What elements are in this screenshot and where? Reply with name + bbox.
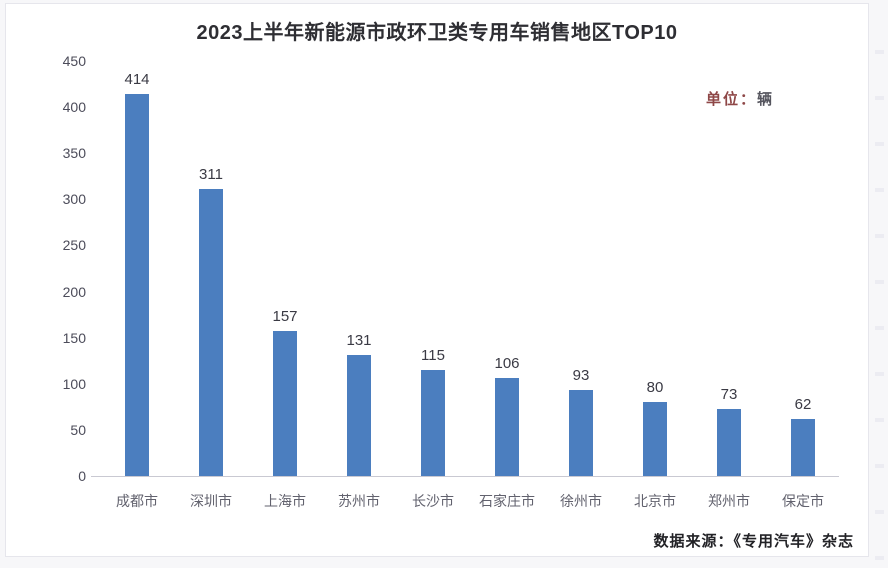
unit-label: 单位：辆 [706, 88, 774, 109]
x-axis-category-label: 成都市 [116, 493, 158, 509]
bar-value-label: 311 [199, 166, 223, 184]
y-axis-tick-label: 300 [62, 191, 86, 208]
bar [495, 378, 519, 476]
y-axis-tick-label: 0 [78, 468, 86, 484]
x-axis-category-label: 北京市 [634, 493, 676, 509]
page-edge-strip [875, 8, 884, 560]
bar-value-label: 62 [794, 395, 812, 413]
x-axis-category-label: 苏州市 [338, 493, 380, 509]
x-axis-category-label: 郑州市 [708, 493, 750, 509]
bar [125, 94, 149, 476]
bar [347, 355, 371, 476]
x-axis-category-label: 保定市 [782, 493, 824, 509]
x-axis-category-label: 徐州市 [560, 493, 602, 509]
x-axis-category-label: 上海市 [264, 493, 306, 509]
chart-card: 2023上半年新能源市政环卫类专用车销售地区TOP10 单位：辆 0 50 100 1… [5, 3, 869, 557]
bar-value-label: 106 [494, 355, 520, 373]
y-axis-tick-label: 450 [62, 53, 86, 69]
bar-value-label: 93 [572, 367, 590, 385]
data-source-note: 数据来源：《专用汽车》杂志 [653, 533, 854, 550]
bar [717, 408, 741, 476]
unit-prefix: 单位： [706, 91, 758, 108]
bar-value-label: 131 [346, 332, 372, 350]
y-axis-tick-label: 350 [62, 145, 86, 162]
y-axis-tick-label: 400 [62, 99, 86, 116]
bar [199, 189, 223, 476]
bar-value-label: 157 [272, 308, 298, 326]
x-axis-category-label: 石家庄市 [479, 493, 535, 509]
bar [421, 369, 445, 476]
bar [569, 390, 593, 476]
unit-value: 辆 [757, 91, 775, 108]
bar [791, 418, 815, 476]
chart-title: 2023上半年新能源市政环卫类专用车销售地区TOP10 [196, 22, 678, 44]
bar [273, 331, 297, 476]
bar-value-label: 115 [421, 346, 445, 364]
bar-value-label: 414 [124, 71, 150, 89]
y-axis-tick-label: 150 [62, 329, 86, 346]
bar-chart-plot-area: 0 50 100 150 200 250 300 350 400 450 414 成都市 311 深圳市 1… [6, 4, 870, 558]
bar [643, 402, 667, 476]
x-axis-line [91, 476, 839, 477]
x-axis-category-label: 长沙市 [412, 493, 454, 509]
y-axis-tick-label: 100 [62, 375, 86, 392]
bar-value-label: 73 [720, 385, 738, 403]
y-axis-tick-label: 50 [70, 421, 86, 438]
bar-value-label: 80 [646, 379, 664, 397]
y-axis-tick-label: 200 [62, 283, 86, 300]
x-axis-category-label: 深圳市 [190, 493, 232, 509]
y-axis-tick-label: 250 [62, 237, 86, 254]
